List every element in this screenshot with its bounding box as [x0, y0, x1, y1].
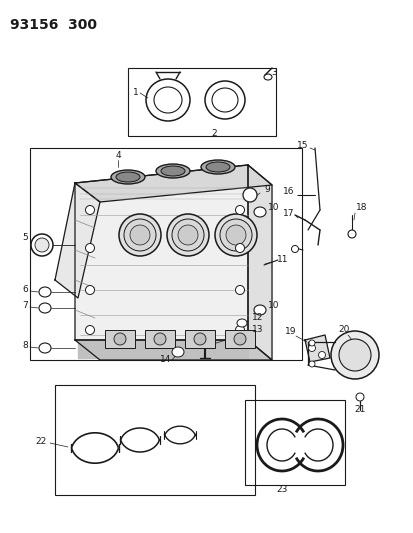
- Text: 14: 14: [159, 356, 171, 365]
- Polygon shape: [78, 340, 247, 358]
- Bar: [244, 400, 344, 485]
- Text: 20: 20: [337, 326, 349, 335]
- Ellipse shape: [219, 219, 252, 251]
- Text: 4: 4: [115, 150, 121, 159]
- Text: 6: 6: [22, 286, 28, 295]
- Text: 7: 7: [22, 302, 28, 311]
- Text: 10: 10: [267, 302, 279, 311]
- Ellipse shape: [233, 333, 245, 345]
- Ellipse shape: [39, 303, 51, 313]
- Ellipse shape: [39, 287, 51, 297]
- Ellipse shape: [330, 331, 378, 379]
- Ellipse shape: [178, 225, 197, 245]
- Polygon shape: [55, 183, 100, 298]
- Ellipse shape: [119, 214, 161, 256]
- Ellipse shape: [194, 333, 206, 345]
- Ellipse shape: [338, 339, 370, 371]
- Ellipse shape: [291, 246, 298, 253]
- Ellipse shape: [156, 164, 190, 178]
- Ellipse shape: [161, 166, 185, 176]
- Polygon shape: [75, 165, 247, 340]
- Ellipse shape: [236, 319, 247, 327]
- Ellipse shape: [235, 206, 244, 214]
- Ellipse shape: [130, 225, 150, 245]
- Bar: [55, 385, 254, 495]
- Text: 8: 8: [22, 342, 28, 351]
- Text: 22: 22: [35, 438, 46, 447]
- Ellipse shape: [39, 343, 51, 353]
- Text: 1: 1: [133, 87, 138, 96]
- Bar: [145, 330, 175, 348]
- Text: 18: 18: [355, 204, 367, 213]
- Ellipse shape: [114, 333, 126, 345]
- Text: 9: 9: [263, 185, 269, 195]
- Text: 2: 2: [211, 128, 216, 138]
- Ellipse shape: [201, 160, 235, 174]
- Text: 16: 16: [282, 188, 294, 197]
- Text: 23: 23: [275, 486, 287, 495]
- Ellipse shape: [225, 225, 245, 245]
- Ellipse shape: [171, 347, 183, 357]
- Ellipse shape: [206, 162, 230, 172]
- Ellipse shape: [85, 206, 94, 214]
- Text: 3: 3: [271, 68, 276, 77]
- Text: 11: 11: [276, 255, 288, 264]
- Ellipse shape: [235, 244, 244, 253]
- Polygon shape: [304, 335, 329, 362]
- Ellipse shape: [308, 340, 314, 346]
- Ellipse shape: [31, 234, 53, 256]
- Polygon shape: [75, 340, 271, 360]
- Ellipse shape: [355, 393, 363, 401]
- Ellipse shape: [242, 188, 256, 202]
- Bar: [105, 330, 135, 348]
- Ellipse shape: [254, 305, 266, 315]
- Text: 12: 12: [252, 313, 263, 322]
- Ellipse shape: [35, 238, 49, 252]
- Polygon shape: [75, 165, 271, 202]
- Ellipse shape: [254, 207, 266, 217]
- Ellipse shape: [171, 219, 204, 251]
- Ellipse shape: [318, 351, 325, 359]
- Ellipse shape: [124, 219, 156, 251]
- Bar: [30, 148, 301, 360]
- Text: 15: 15: [296, 141, 308, 149]
- Ellipse shape: [214, 214, 256, 256]
- Text: 19: 19: [284, 327, 296, 336]
- Ellipse shape: [166, 214, 209, 256]
- Bar: [128, 68, 275, 136]
- Ellipse shape: [111, 170, 145, 184]
- Text: 13: 13: [252, 326, 263, 335]
- Ellipse shape: [235, 286, 244, 295]
- Bar: [224, 330, 254, 348]
- Ellipse shape: [347, 230, 355, 238]
- Bar: [185, 330, 214, 348]
- Text: 21: 21: [353, 406, 365, 415]
- Text: 5: 5: [22, 233, 28, 243]
- Ellipse shape: [85, 286, 94, 295]
- Ellipse shape: [154, 333, 166, 345]
- Ellipse shape: [235, 326, 244, 335]
- Ellipse shape: [116, 172, 140, 182]
- Ellipse shape: [308, 344, 315, 351]
- Ellipse shape: [85, 326, 94, 335]
- Polygon shape: [247, 165, 271, 360]
- Ellipse shape: [308, 361, 314, 367]
- Text: 93156  300: 93156 300: [10, 18, 97, 32]
- Text: 17: 17: [282, 208, 294, 217]
- Ellipse shape: [85, 244, 94, 253]
- Text: 10: 10: [267, 204, 279, 213]
